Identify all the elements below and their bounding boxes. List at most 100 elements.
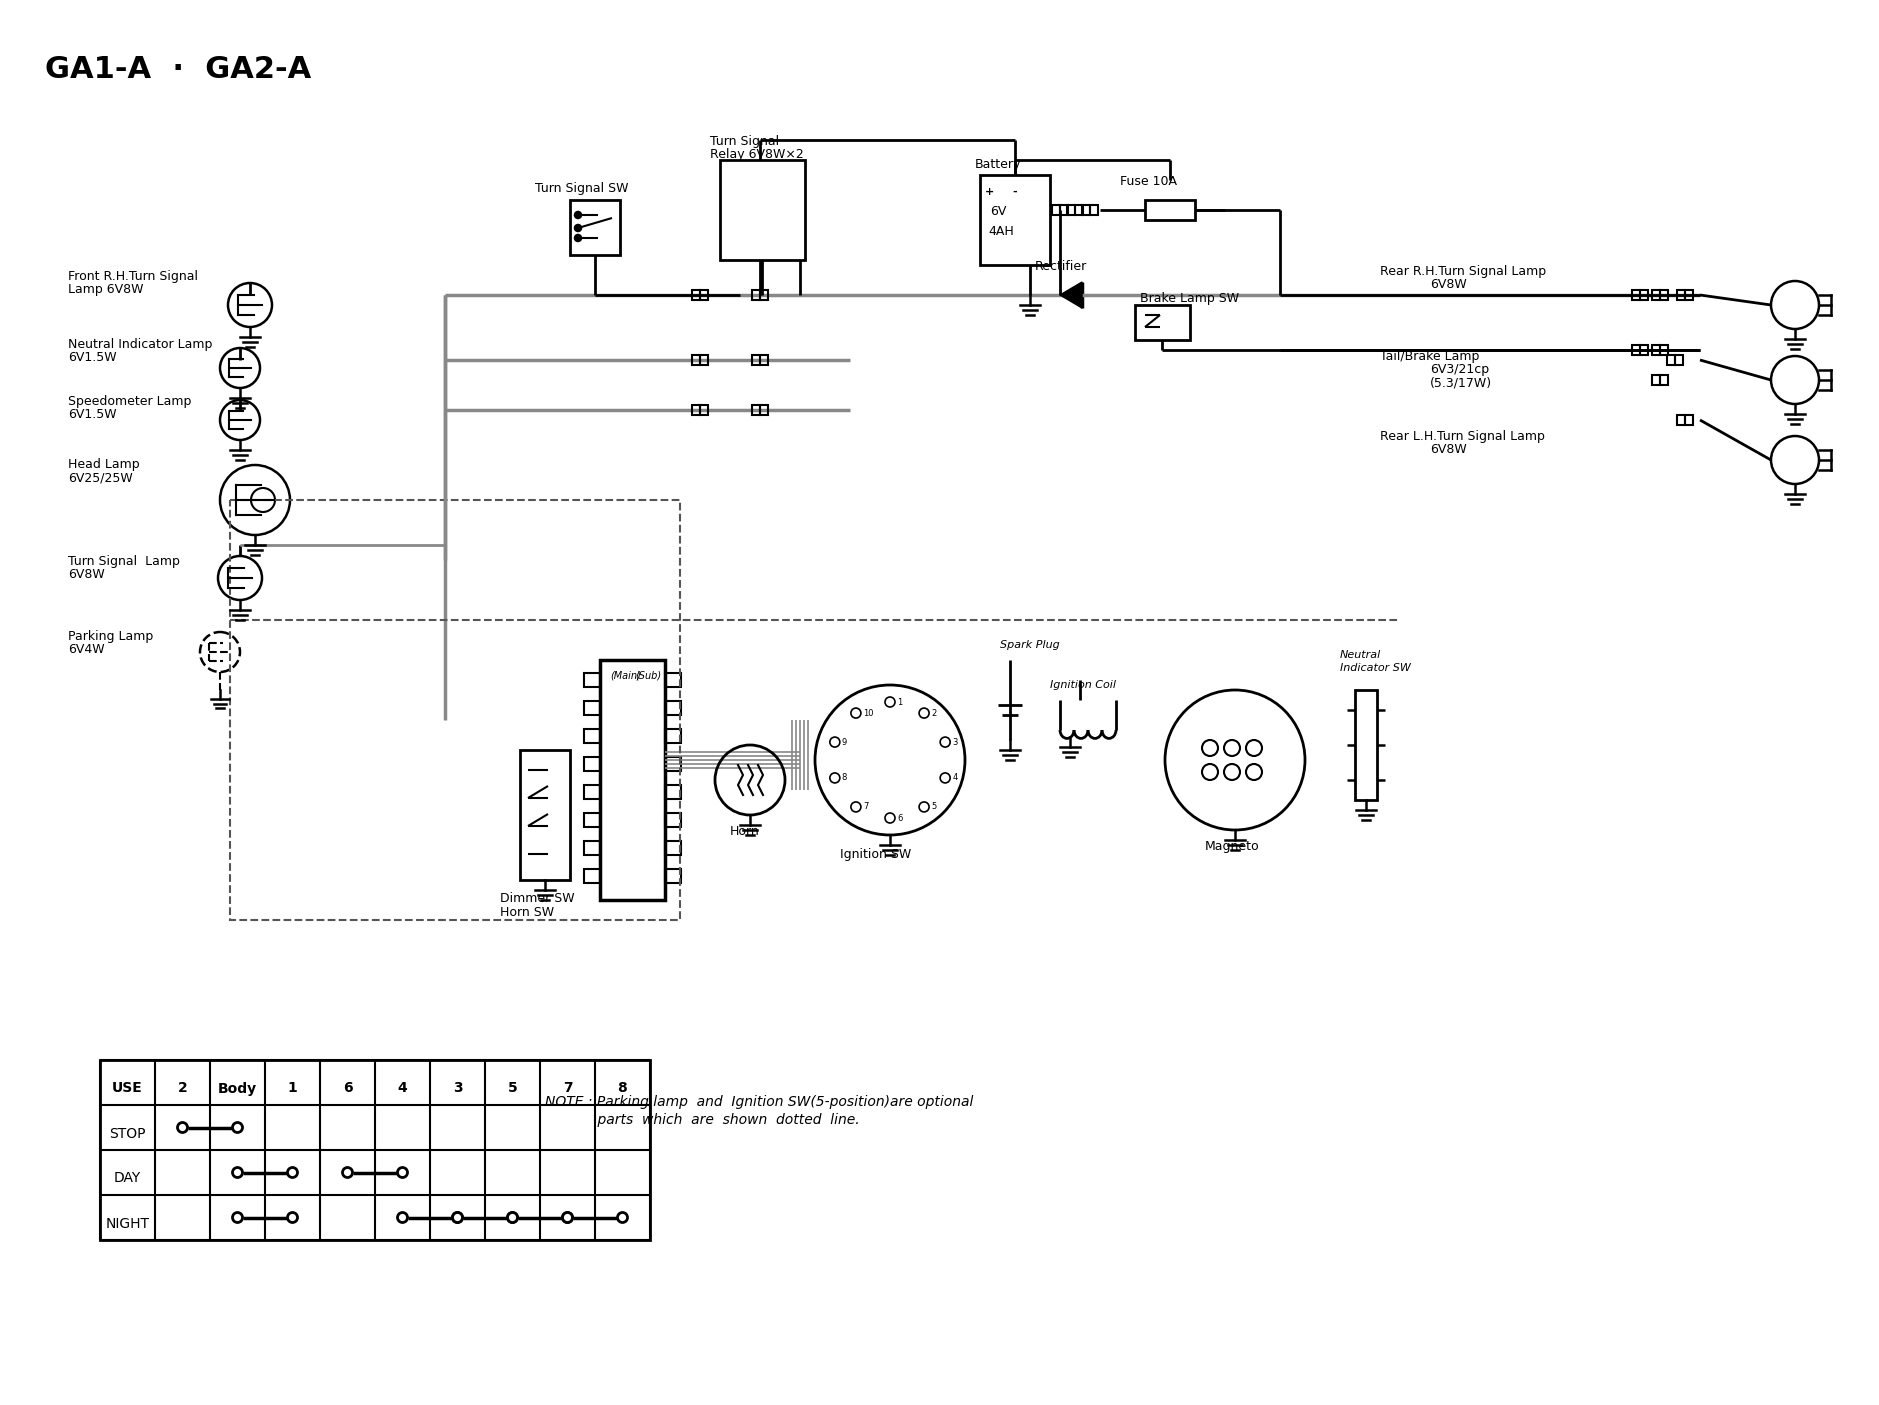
Text: 9: 9 <box>842 738 847 746</box>
Text: Spark Plug: Spark Plug <box>1000 641 1060 651</box>
Circle shape <box>851 802 861 812</box>
Bar <box>584 729 599 743</box>
Bar <box>100 1059 650 1241</box>
Bar <box>1640 289 1648 301</box>
Text: Brake Lamp SW: Brake Lamp SW <box>1141 292 1238 305</box>
Text: Battery: Battery <box>975 157 1022 171</box>
Text: Tail/Brake Lamp: Tail/Brake Lamp <box>1379 350 1479 362</box>
Text: USE: USE <box>113 1082 143 1096</box>
Text: DAY: DAY <box>115 1172 141 1186</box>
Text: 6V4W: 6V4W <box>68 643 105 656</box>
Bar <box>759 289 769 301</box>
Bar <box>1674 355 1684 365</box>
Circle shape <box>919 802 928 812</box>
Text: Neutral: Neutral <box>1340 651 1381 660</box>
Bar <box>752 405 759 414</box>
Bar <box>1652 289 1659 301</box>
Circle shape <box>575 225 581 230</box>
Circle shape <box>885 697 894 707</box>
Circle shape <box>453 1213 462 1222</box>
Text: Front R.H.Turn Signal: Front R.H.Turn Signal <box>68 270 197 282</box>
Bar <box>665 842 680 856</box>
Circle shape <box>831 738 840 747</box>
Text: 6V1.5W: 6V1.5W <box>68 407 116 422</box>
Text: Turn Signal: Turn Signal <box>710 135 780 148</box>
Circle shape <box>398 1213 408 1222</box>
Bar <box>1685 414 1693 424</box>
Circle shape <box>287 1213 297 1222</box>
Bar <box>584 673 599 687</box>
Bar <box>1659 375 1669 385</box>
Text: Dimmer SW: Dimmer SW <box>500 892 575 905</box>
Text: 2: 2 <box>179 1082 188 1096</box>
Bar <box>584 757 599 771</box>
Text: 4: 4 <box>953 773 958 783</box>
Circle shape <box>562 1213 573 1222</box>
Bar <box>584 842 599 856</box>
Bar <box>752 289 759 301</box>
Bar <box>665 813 680 828</box>
Circle shape <box>453 1213 462 1222</box>
Bar <box>691 289 701 301</box>
Bar <box>691 355 701 365</box>
Bar <box>1652 375 1659 385</box>
Bar <box>1676 414 1685 424</box>
Text: 8: 8 <box>842 773 847 783</box>
Bar <box>1633 289 1640 301</box>
Bar <box>1633 346 1640 355</box>
Text: 10: 10 <box>862 708 874 718</box>
Bar <box>584 813 599 828</box>
Circle shape <box>562 1213 573 1222</box>
Text: 6: 6 <box>342 1082 353 1096</box>
Bar <box>665 701 680 715</box>
Polygon shape <box>1060 282 1082 308</box>
Text: 6: 6 <box>896 813 902 822</box>
Bar <box>1355 690 1377 799</box>
Bar <box>569 200 620 254</box>
Bar <box>584 870 599 882</box>
Bar <box>981 176 1050 266</box>
Text: 7: 7 <box>562 1082 573 1096</box>
Text: 3: 3 <box>953 738 958 746</box>
Text: 7: 7 <box>862 802 868 812</box>
Bar <box>720 160 804 260</box>
Circle shape <box>233 1168 242 1177</box>
Bar <box>229 500 680 920</box>
Bar <box>1144 200 1195 221</box>
Bar <box>701 289 708 301</box>
Text: -: - <box>1013 187 1017 197</box>
Circle shape <box>851 708 861 718</box>
Text: 1: 1 <box>896 697 902 707</box>
Bar <box>1640 346 1648 355</box>
Bar <box>1052 205 1060 215</box>
Bar <box>1090 205 1097 215</box>
Bar <box>691 405 701 414</box>
Text: Body: Body <box>218 1082 257 1096</box>
Text: 5: 5 <box>932 802 936 812</box>
Bar <box>584 785 599 799</box>
Text: Neutral Indicator Lamp: Neutral Indicator Lamp <box>68 339 212 351</box>
Bar <box>665 729 680 743</box>
Circle shape <box>575 235 581 242</box>
Text: 6V8W: 6V8W <box>1430 278 1467 291</box>
Text: NOTE : Parking lamp  and  Ignition SW(5-position)are optional: NOTE : Parking lamp and Ignition SW(5-po… <box>545 1094 973 1109</box>
Circle shape <box>233 1123 242 1132</box>
Text: (Sub): (Sub) <box>635 670 661 680</box>
Text: parts  which  are  shown  dotted  line.: parts which are shown dotted line. <box>545 1113 859 1127</box>
Text: 3: 3 <box>453 1082 462 1096</box>
Text: (Main): (Main) <box>611 670 641 680</box>
Text: Head Lamp: Head Lamp <box>68 458 139 471</box>
Circle shape <box>177 1123 188 1132</box>
Text: NIGHT: NIGHT <box>105 1217 150 1231</box>
Circle shape <box>940 738 951 747</box>
Text: Horn: Horn <box>731 825 759 837</box>
Circle shape <box>940 773 951 783</box>
Bar <box>1685 289 1693 301</box>
Circle shape <box>342 1168 353 1177</box>
Text: 4: 4 <box>398 1082 408 1096</box>
Bar <box>759 355 769 365</box>
Circle shape <box>507 1213 517 1222</box>
Circle shape <box>885 813 894 823</box>
Text: +: + <box>985 187 994 197</box>
Circle shape <box>831 773 840 783</box>
